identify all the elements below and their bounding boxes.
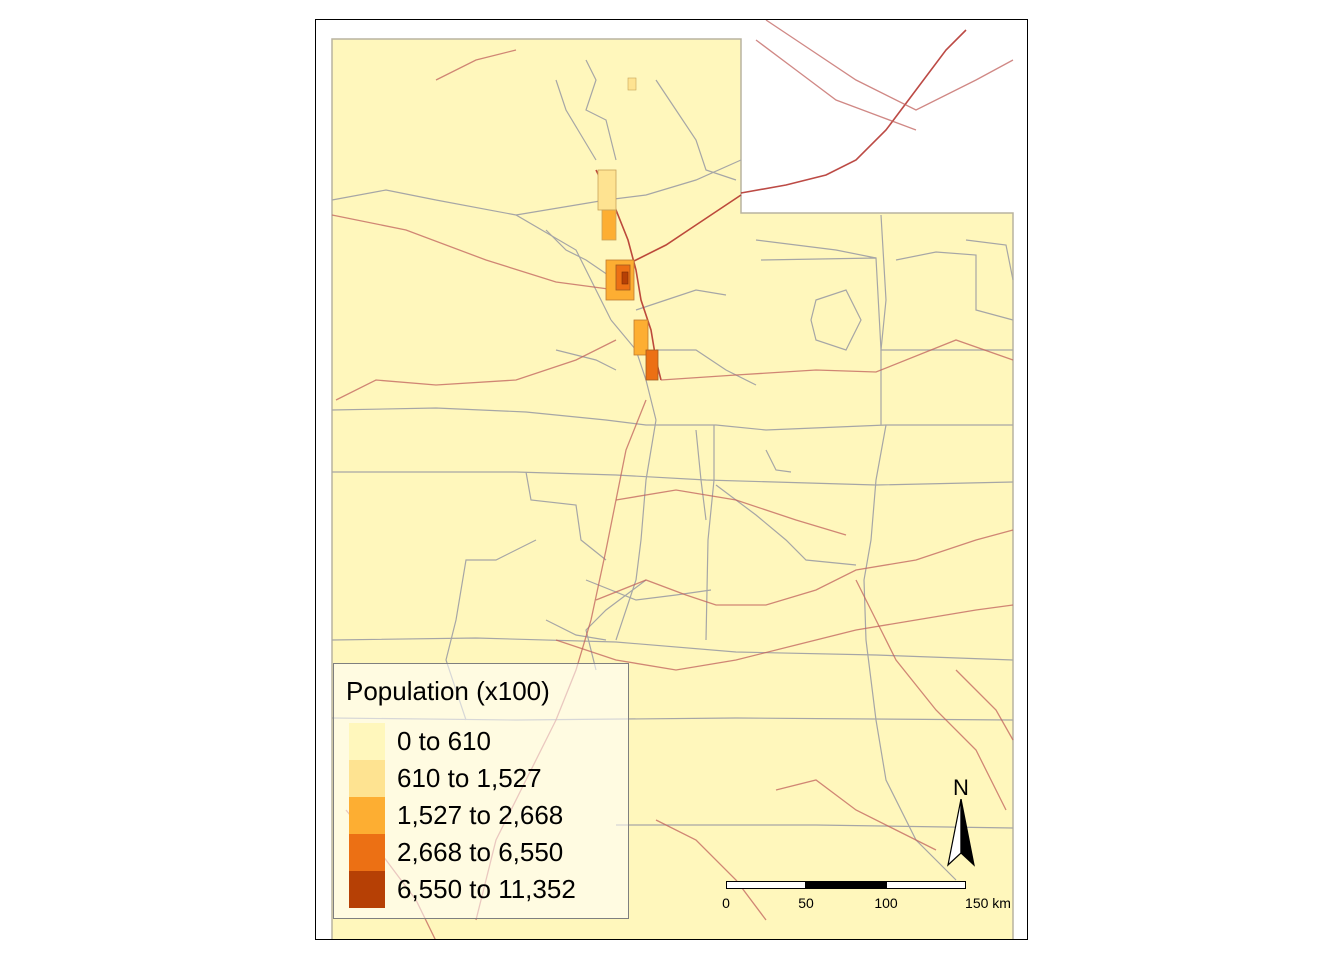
legend-label: 6,550 to 11,352 [397, 874, 576, 904]
legend-swatch [349, 797, 385, 834]
legend-swatch [349, 834, 385, 871]
scale-tick-label: 150 km [965, 895, 1011, 911]
scale-tick-label: 50 [798, 895, 814, 911]
legend-label: 0 to 610 [397, 726, 491, 756]
legend-item: 610 to 1,527 [349, 760, 619, 797]
legend-label: 610 to 1,527 [397, 763, 542, 793]
scale-tick-label: 0 [722, 895, 730, 911]
scale-segment [726, 881, 806, 889]
legend-item: 1,527 to 2,668 [349, 797, 619, 834]
scale-segment [806, 881, 886, 889]
legend-item: 0 to 610 [349, 723, 619, 760]
map-legend: Population (x100) 0 to 610 610 to 1,527 … [333, 663, 629, 919]
legend-label: 1,527 to 2,668 [397, 800, 564, 830]
legend-item: 2,668 to 6,550 [349, 834, 619, 871]
legend-swatch [349, 723, 385, 760]
north-arrow-icon [947, 799, 975, 867]
scale-bar: 0 50 100 150 km [722, 881, 1011, 917]
legend-label: 2,668 to 6,550 [397, 837, 564, 867]
legend-title: Population (x100) [346, 676, 550, 706]
north-arrow: N [944, 775, 978, 867]
scale-segment [886, 881, 966, 889]
north-label: N [953, 775, 969, 800]
map-panel: Population (x100) 0 to 610 610 to 1,527 … [315, 19, 1028, 940]
urban-tracts [597, 77, 659, 381]
legend-item: 6,550 to 11,352 [349, 871, 619, 908]
scale-tick-label: 100 [874, 895, 898, 911]
legend-swatch [349, 760, 385, 797]
legend-swatch [349, 871, 385, 908]
